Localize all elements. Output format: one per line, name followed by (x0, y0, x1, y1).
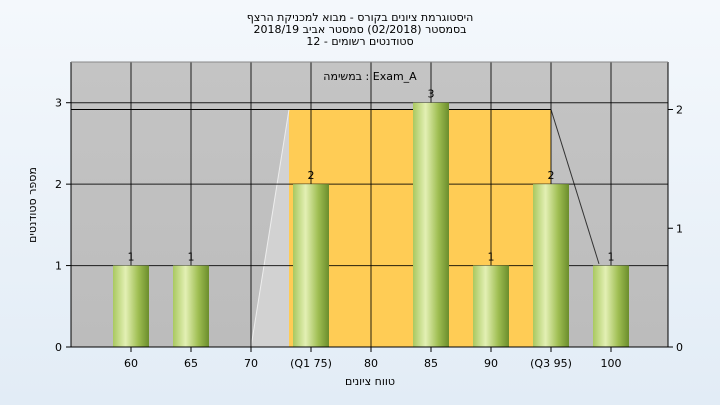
y2-tick-label: 0 (676, 341, 683, 354)
bar-data-label: 1 (488, 251, 495, 264)
bar-data-label: 1 (608, 251, 615, 264)
x-tick-label: 65 (184, 357, 198, 370)
y-tick-label: 1 (55, 260, 62, 273)
bars (113, 102, 629, 347)
x-tick-label: 100 (601, 357, 622, 370)
x-tick-label: 70 (244, 357, 258, 370)
bar-data-label: 3 (428, 88, 435, 101)
bar-data-label: 1 (128, 251, 135, 264)
y-axis-title: מספר סטודנטים (26, 167, 39, 243)
x-tick-label: 80 (364, 357, 378, 370)
bar (593, 265, 629, 347)
chart-title-line-2: בסמסטר (02/2018) סמסטר אביב 2018/19 (253, 23, 467, 36)
y-tick-label: 3 (55, 97, 62, 110)
bar-data-label: 1 (188, 251, 195, 264)
x-axis-title: טווח ציונים (345, 375, 395, 388)
x-tick-label: (Q3 95) (530, 357, 572, 370)
chart-title-line-1: היסטוגרמת ציונים בקורס - מבוא למכניקת הר… (246, 11, 474, 24)
bar (533, 184, 569, 347)
x-tick-label: (Q1 75) (290, 357, 332, 370)
bar-data-label: 2 (548, 169, 555, 182)
bar-data-label: 2 (308, 169, 315, 182)
bar (293, 184, 329, 347)
y-tick-label: 2 (55, 178, 62, 191)
y2-tick-label: 2 (676, 104, 683, 117)
x-tick-label: 60 (124, 357, 138, 370)
bar (173, 265, 209, 347)
bar (113, 265, 149, 347)
y2-tick-label: 1 (676, 222, 683, 235)
data-labels: 1 1 2 3 1 2 1 (128, 88, 615, 264)
chart-title-line-3: סטודנטים רשומים - 12 (306, 35, 414, 48)
legend-label: במשימה : Exam_A (323, 70, 417, 83)
x-tick-label: 85 (424, 357, 438, 370)
bar (473, 265, 509, 347)
axes: 0 1 2 3 0 1 2 60 65 70 (Q1 75) 80 85 90 (Q3 95) 100 (55, 61, 683, 370)
y-tick-label: 0 (55, 341, 62, 354)
bar (413, 102, 449, 347)
upper-tail-line (550, 109, 600, 265)
x-tick-label: 90 (484, 357, 498, 370)
lower-tail-line (250, 109, 290, 348)
